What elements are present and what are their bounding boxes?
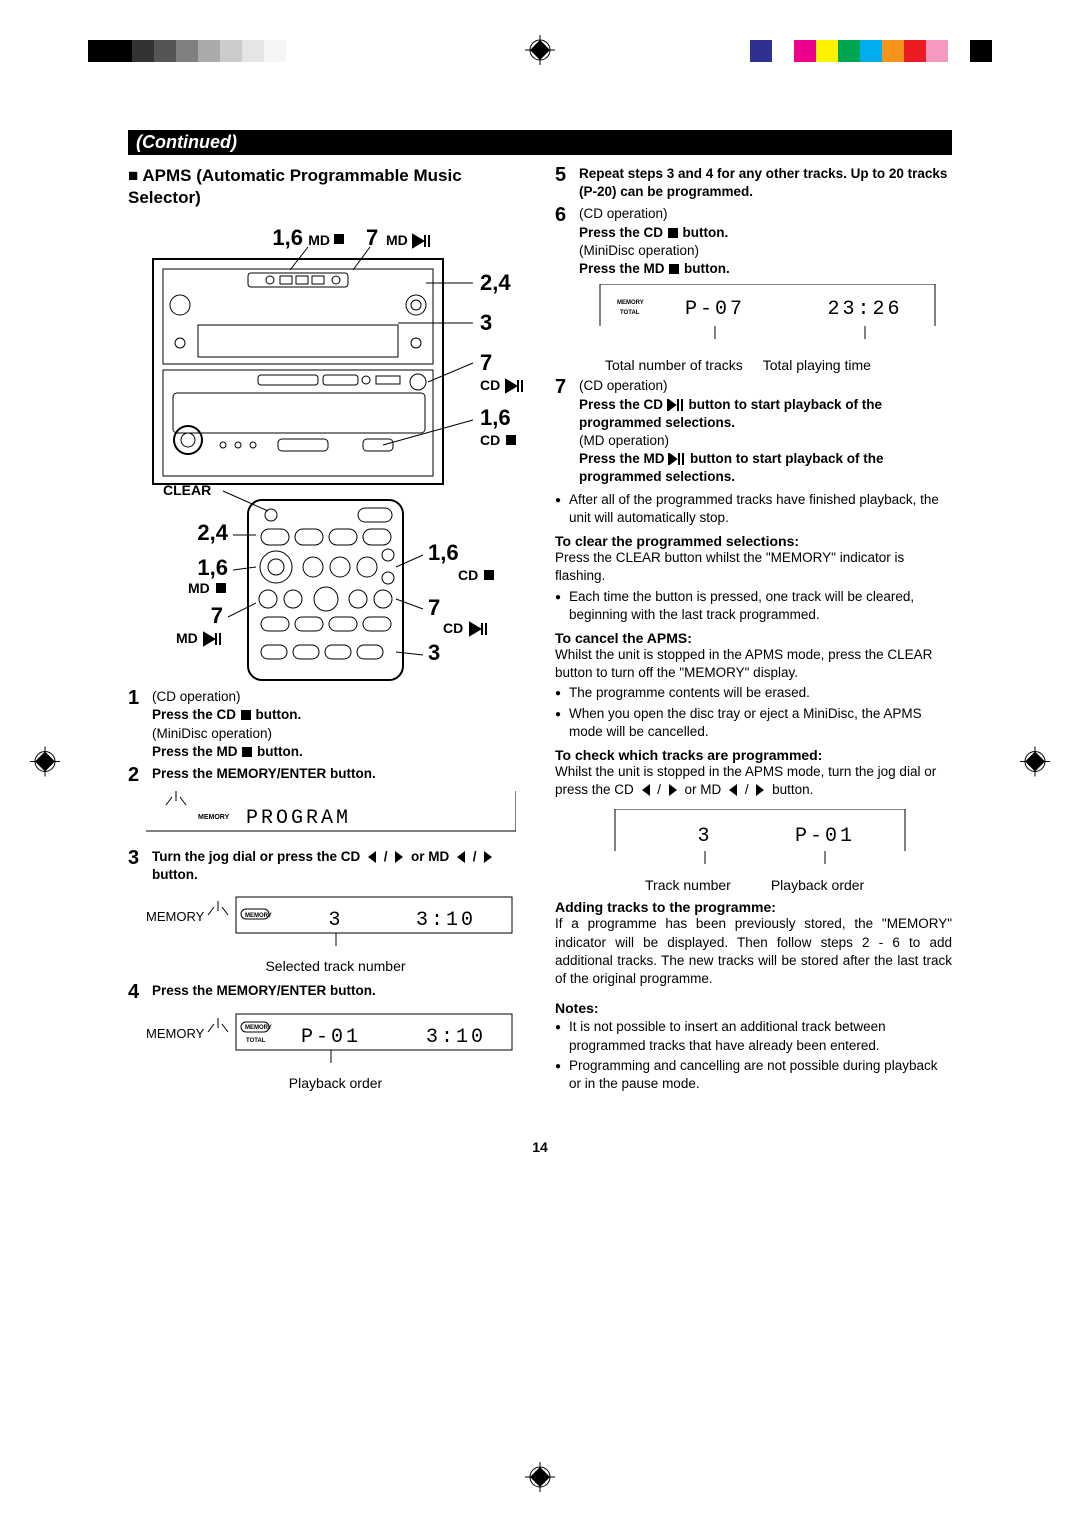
right-column: 5 Repeat steps 3 and 4 for any other tra… (555, 165, 952, 1099)
svg-text:MEMORY: MEMORY (245, 913, 272, 919)
svg-text:1,6: 1,6 (428, 540, 459, 565)
svg-text:3:10: 3:10 (426, 1026, 486, 1049)
device-diagram: 1,6 MD 7 MD (128, 215, 525, 688)
note: It is not possible to insert an addition… (555, 1018, 952, 1054)
svg-text:3:10: 3:10 (416, 909, 476, 932)
registration-mark-left (30, 746, 60, 779)
svg-text:MEMORY: MEMORY (146, 1026, 205, 1041)
svg-text:MEMORY: MEMORY (245, 1025, 272, 1031)
note: Programming and cancelling are not possi… (555, 1057, 952, 1093)
subheading: To clear the programmed selections: (555, 533, 952, 549)
page-content: (Continued) ■ APMS (Automatic Programmab… (128, 130, 952, 1155)
svg-text:MEMORY: MEMORY (617, 300, 644, 306)
play-pause-icon (667, 397, 685, 412)
svg-text:CLEAR: CLEAR (163, 482, 211, 498)
skip-fwd-icon (480, 849, 496, 864)
subheading: To check which tracks are programmed: (555, 747, 952, 763)
bullet: When you open the disc tray or eject a M… (555, 705, 952, 741)
skip-back-icon (453, 849, 469, 864)
step-5: 5 Repeat steps 3 and 4 for any other tra… (555, 165, 952, 201)
svg-text:2,4: 2,4 (197, 520, 228, 545)
svg-text:MD: MD (386, 232, 408, 248)
section-title: ■ APMS (Automatic Programmable Music Sel… (128, 165, 525, 209)
stop-icon (241, 710, 251, 720)
svg-text:CD: CD (480, 377, 500, 393)
lcd-check: 3 P-01 Track number Playback order (605, 809, 952, 893)
svg-text:3: 3 (480, 310, 492, 335)
svg-text:TOTAL: TOTAL (620, 310, 640, 316)
svg-text:TOTAL: TOTAL (246, 1038, 266, 1044)
svg-text:1,6: 1,6 (272, 225, 303, 250)
svg-text:7: 7 (428, 595, 440, 620)
svg-text:23:26: 23:26 (827, 298, 902, 321)
play-pause-icon (668, 451, 686, 466)
svg-text:1,6: 1,6 (197, 555, 228, 580)
svg-text:3: 3 (697, 825, 712, 848)
lcd-playback-order: MEMORY MEMORY TOTAL P-01 3:10 Playback o… (146, 1008, 525, 1091)
stop-icon (668, 228, 678, 238)
lcd-track-select: MEMORY MEMORY 3 3:10 Selected track numb… (146, 891, 525, 974)
page-number: 14 (128, 1139, 952, 1155)
skip-back-icon (725, 782, 741, 797)
print-registration-marks (0, 40, 1080, 70)
stop-icon (669, 264, 679, 274)
lcd-total: MEMORY TOTAL P-07 23:26 Total number of … (585, 284, 952, 373)
svg-text:1,6: 1,6 (480, 405, 511, 430)
svg-text:7: 7 (211, 603, 223, 628)
svg-text:MD: MD (308, 232, 330, 248)
skip-back-icon (638, 782, 654, 797)
skip-fwd-icon (752, 782, 768, 797)
bullet: The programme contents will be erased. (555, 684, 952, 702)
step-7: 7 (CD operation) Press the CD button to … (555, 377, 952, 486)
step-1: 1 (CD operation) Press the CD button. (M… (128, 688, 525, 761)
skip-back-icon (364, 849, 380, 864)
svg-text:7: 7 (366, 225, 378, 250)
continued-header: (Continued) (128, 130, 952, 155)
svg-text:MEMORY: MEMORY (146, 909, 205, 924)
stop-icon (242, 747, 252, 757)
step-3: 3 Turn the jog dial or press the CD / or… (128, 848, 525, 884)
svg-text:3: 3 (428, 640, 440, 665)
subheading: To cancel the APMS: (555, 630, 952, 646)
svg-text:P-07: P-07 (685, 298, 745, 321)
registration-mark-right (1020, 746, 1050, 779)
svg-text:2,4: 2,4 (480, 270, 511, 295)
svg-text:PROGRAM: PROGRAM (246, 807, 351, 830)
svg-text:P-01: P-01 (795, 825, 855, 848)
svg-text:MD: MD (188, 580, 210, 596)
svg-text:MEMORY: MEMORY (198, 814, 230, 821)
svg-text:CD: CD (443, 620, 463, 636)
skip-fwd-icon (665, 782, 681, 797)
registration-mark-bottom (525, 1462, 555, 1495)
bullet: After all of the programmed tracks have … (555, 491, 952, 527)
svg-text:3: 3 (328, 909, 343, 932)
svg-text:7: 7 (480, 350, 492, 375)
svg-text:CD: CD (480, 432, 500, 448)
registration-mark-top (525, 35, 555, 68)
step-6: 6 (CD operation) Press the CD button. (M… (555, 205, 952, 278)
svg-text:P-01: P-01 (301, 1026, 361, 1049)
step-2: 2 Press the MEMORY/ENTER button. (128, 765, 525, 785)
step-4: 4 Press the MEMORY/ENTER button. (128, 982, 525, 1002)
svg-text:MD: MD (176, 630, 198, 646)
skip-fwd-icon (391, 849, 407, 864)
bullet: Each time the button is pressed, one tra… (555, 588, 952, 624)
svg-text:CD: CD (458, 567, 478, 583)
subheading: Adding tracks to the programme: (555, 899, 952, 915)
left-column: ■ APMS (Automatic Programmable Music Sel… (128, 165, 525, 1099)
notes-heading: Notes: (555, 1000, 952, 1016)
lcd-program: MEMORY PROGRAM (146, 791, 525, 844)
